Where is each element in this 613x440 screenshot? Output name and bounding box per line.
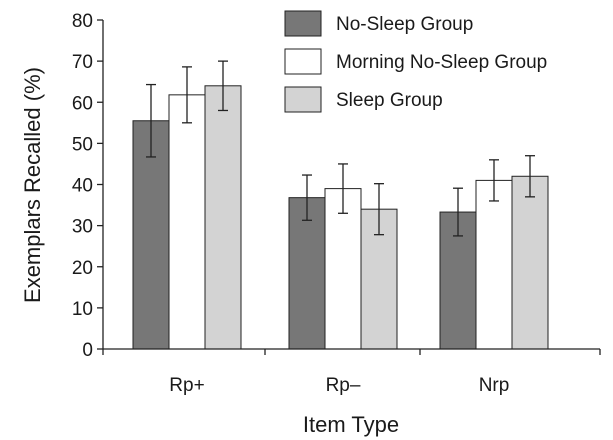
- y-tick-label-40: 40: [72, 176, 93, 197]
- y-axis-title: Exemplars Recalled (%): [20, 67, 45, 303]
- x-tick-label-0: Rp+: [169, 375, 204, 396]
- x-axis-title: Item Type: [303, 412, 399, 437]
- legend-swatch-2: [284, 86, 322, 113]
- y-tick-label-0: 0: [82, 340, 93, 361]
- bars-layer: [132, 60, 549, 350]
- y-tick-label-80: 80: [72, 11, 93, 32]
- legend-swatch-0: [284, 10, 322, 37]
- bar-2-1: [475, 179, 513, 350]
- y-tick-label-30: 30: [72, 217, 93, 238]
- bar-0-1: [168, 94, 206, 350]
- axes-layer: 0 10 20 30 40 50 60 70 80 Rp+ Rp– Nrp: [72, 11, 601, 396]
- legend: No-Sleep Group Morning No-Sleep Group Slee…: [284, 10, 547, 113]
- x-tick-label-1: Rp–: [326, 375, 361, 396]
- bar-0-0: [132, 120, 170, 350]
- y-tick-label-70: 70: [72, 52, 93, 73]
- x-tick-label-2: Nrp: [479, 375, 510, 396]
- y-tick-label-20: 20: [72, 258, 93, 279]
- bar-0-2: [204, 85, 242, 350]
- legend-label-2: Sleep Group: [336, 90, 443, 111]
- legend-label-1: Morning No-Sleep Group: [336, 52, 547, 73]
- bar-2-2: [511, 175, 549, 350]
- y-tick-label-50: 50: [72, 134, 93, 155]
- y-tick-label-60: 60: [72, 93, 93, 114]
- y-tick-label-10: 10: [72, 299, 93, 320]
- legend-label-0: No-Sleep Group: [336, 14, 473, 35]
- legend-swatch-1: [284, 48, 322, 75]
